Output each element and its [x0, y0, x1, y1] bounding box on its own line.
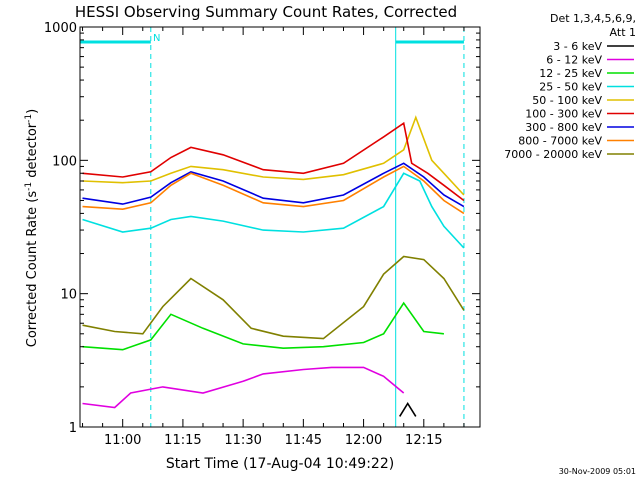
plot-frame: [79, 26, 481, 428]
legend-label-2: 12 - 25 keV: [539, 67, 602, 80]
x-tick-label-1: 11:15: [164, 433, 201, 448]
series-line-5: [82, 121, 465, 202]
legend-header-detectors: Det 1,3,4,5,6,9,: [550, 12, 636, 25]
series-line-0: [399, 401, 417, 417]
series-line-4: [82, 115, 465, 196]
legend-label-4: 50 - 100 keV: [532, 94, 602, 107]
legend-label-6: 300 - 800 keV: [525, 121, 602, 134]
x-tick-label-2: 11:30: [224, 433, 261, 448]
series-lines: [82, 115, 465, 417]
x-tick-label-5: 12:15: [405, 433, 442, 448]
legend-label-3: 25 - 50 keV: [539, 81, 602, 94]
legend-label-1: 6 - 12 keV: [546, 54, 602, 67]
x-tick-label-3: 11:45: [285, 433, 322, 448]
y-tick-label-0: 1: [69, 421, 77, 436]
legend-label-7: 800 - 7000 keV: [518, 135, 602, 148]
chart-title: HESSI Observing Summary Count Rates, Cor…: [75, 3, 457, 21]
night-intervals: [79, 27, 465, 427]
y-tick-label-1: 10: [60, 288, 77, 303]
legend-header-attenuator: Att 1: [610, 26, 636, 39]
legend-label-0: 3 - 6 keV: [553, 40, 602, 53]
x-tick-label-0: 11:00: [104, 433, 141, 448]
x-axis-label: Start Time (17-Aug-04 10:49:22): [166, 456, 394, 472]
y-tick-label-2: 100: [52, 154, 77, 169]
series-line-3: [82, 172, 465, 249]
y-axis-label: Corrected Count Rate (s-1 detector-1): [24, 109, 40, 347]
series-line-6: [82, 162, 465, 208]
y-tick-label-3: 1000: [44, 21, 77, 36]
generation-timestamp: 30-Nov-2009 05:01: [559, 467, 636, 476]
legend-label-8: 7000 - 20000 keV: [504, 148, 602, 161]
series-line-1: [82, 366, 405, 409]
legend-label-5: 100 - 300 keV: [525, 108, 602, 121]
axis-ticks: 11:00 11:15 11:30 11:45 12:00 12:15 1 10 100 1000: [44, 21, 480, 448]
night-marker-label: N: [153, 33, 160, 44]
series-line-8: [82, 255, 465, 340]
series-line-7: [82, 165, 465, 215]
x-tick-label-4: 12:00: [345, 433, 382, 448]
series-line-2: [82, 301, 444, 351]
